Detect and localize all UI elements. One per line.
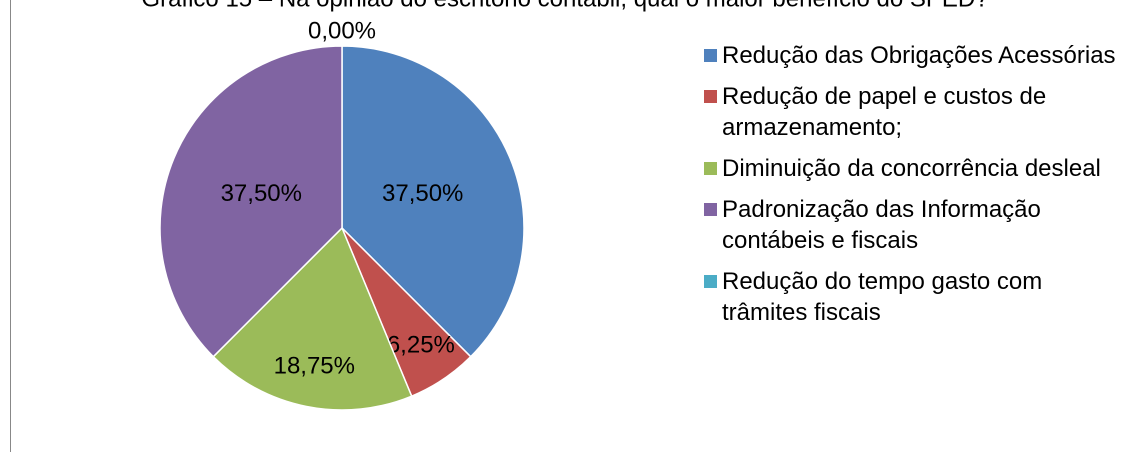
legend-label: Padronização das Informação contábeis e … bbox=[722, 196, 1041, 254]
data-label: 0,00% bbox=[308, 17, 376, 44]
legend-label: Redução do tempo gasto com trâmites fisc… bbox=[722, 268, 1043, 326]
legend-swatch bbox=[704, 90, 717, 103]
legend-label: Diminuição da concorrência desleal bbox=[722, 155, 1101, 182]
frame bbox=[10, 0, 11, 452]
legend-swatch bbox=[704, 49, 717, 62]
legend-swatch bbox=[704, 162, 717, 175]
legend-entry: Redução de papel e custos de armazenamen… bbox=[700, 81, 1120, 143]
legend-swatch bbox=[704, 275, 717, 288]
legend-entry: Redução das Obrigações Acessórias bbox=[700, 40, 1120, 71]
pie-slice bbox=[159, 45, 343, 358]
data-label: 37,50% bbox=[221, 180, 302, 207]
pie-slice bbox=[212, 226, 413, 411]
legend-entry: Redução do tempo gasto com trâmites fisc… bbox=[700, 266, 1120, 328]
legend-entry: Padronização das Informação contábeis e … bbox=[700, 194, 1120, 256]
legend-swatch bbox=[704, 203, 717, 216]
data-label: 18,75% bbox=[274, 353, 355, 380]
legend-label: Redução de papel e custos de armazenamen… bbox=[722, 83, 1047, 141]
pie-slice bbox=[341, 45, 525, 358]
data-label: 37,50% bbox=[382, 180, 463, 207]
legend-label: Redução das Obrigações Acessórias bbox=[722, 42, 1116, 69]
data-label: 6,25% bbox=[387, 331, 455, 358]
legend-entry: Diminuição da concorrência desleal bbox=[700, 153, 1120, 184]
legend: Redução das Obrigações Acessórias Redução… bbox=[700, 40, 1120, 338]
chart-title: Gráfico 15 – Na opinião do escritório co… bbox=[141, 0, 988, 12]
